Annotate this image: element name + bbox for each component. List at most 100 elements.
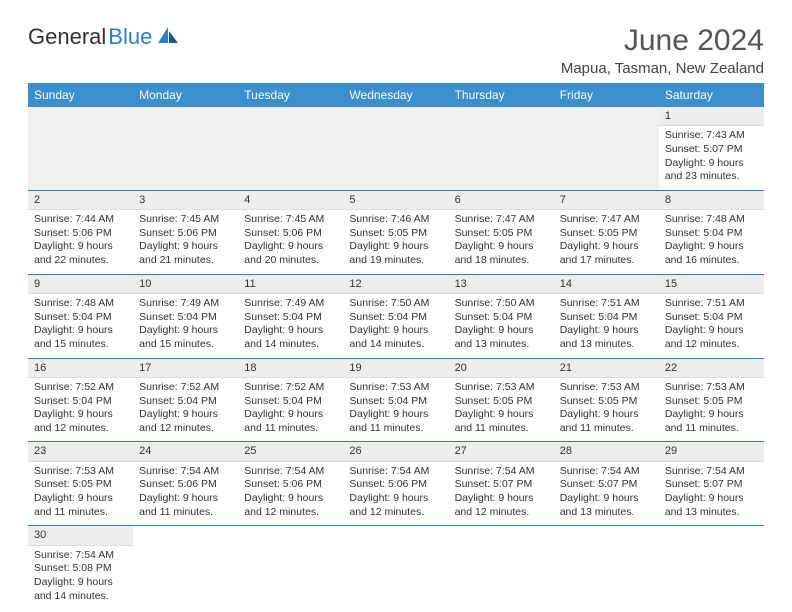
calendar-cell: 11Sunrise: 7:49 AMSunset: 5:04 PMDayligh… <box>238 274 343 358</box>
sunrise-text: Sunrise: 7:52 AM <box>34 381 127 395</box>
daylight-text: Daylight: 9 hours and 12 minutes. <box>34 408 127 435</box>
sunset-text: Sunset: 5:07 PM <box>665 478 758 492</box>
calendar-cell: 25Sunrise: 7:54 AMSunset: 5:06 PMDayligh… <box>238 442 343 526</box>
day-details: Sunrise: 7:44 AMSunset: 5:06 PMDaylight:… <box>28 210 133 274</box>
calendar-cell: 1Sunrise: 7:43 AMSunset: 5:07 PMDaylight… <box>659 107 764 190</box>
sunrise-text: Sunrise: 7:54 AM <box>244 465 337 479</box>
sunrise-text: Sunrise: 7:49 AM <box>244 297 337 311</box>
day-header: Tuesday <box>238 83 343 107</box>
calendar-cell: 8Sunrise: 7:48 AMSunset: 5:04 PMDaylight… <box>659 190 764 274</box>
daylight-text: Daylight: 9 hours and 11 minutes. <box>349 408 442 435</box>
sunrise-text: Sunrise: 7:47 AM <box>560 213 653 227</box>
sunset-text: Sunset: 5:05 PM <box>560 227 653 241</box>
calendar-week: 2Sunrise: 7:44 AMSunset: 5:06 PMDaylight… <box>28 190 764 274</box>
daylight-text: Daylight: 9 hours and 19 minutes. <box>349 240 442 267</box>
sunset-text: Sunset: 5:05 PM <box>455 227 548 241</box>
sunset-text: Sunset: 5:04 PM <box>244 311 337 325</box>
title-block: June 2024 Mapua, Tasman, New Zealand <box>561 24 764 77</box>
calendar-cell: 19Sunrise: 7:53 AMSunset: 5:04 PMDayligh… <box>343 358 448 442</box>
calendar-cell <box>554 526 659 609</box>
day-details: Sunrise: 7:48 AMSunset: 5:04 PMDaylight:… <box>28 294 133 358</box>
empty-cell <box>554 107 659 125</box>
calendar-cell <box>238 107 343 190</box>
day-number: 9 <box>28 275 133 294</box>
sunset-text: Sunset: 5:07 PM <box>560 478 653 492</box>
sunrise-text: Sunrise: 7:45 AM <box>244 213 337 227</box>
calendar-cell: 29Sunrise: 7:54 AMSunset: 5:07 PMDayligh… <box>659 442 764 526</box>
daylight-text: Daylight: 9 hours and 11 minutes. <box>560 408 653 435</box>
calendar-cell: 12Sunrise: 7:50 AMSunset: 5:04 PMDayligh… <box>343 274 448 358</box>
sunrise-text: Sunrise: 7:54 AM <box>560 465 653 479</box>
sunrise-text: Sunrise: 7:52 AM <box>139 381 232 395</box>
sunset-text: Sunset: 5:04 PM <box>139 395 232 409</box>
month-title: June 2024 <box>561 24 764 58</box>
day-details: Sunrise: 7:52 AMSunset: 5:04 PMDaylight:… <box>238 378 343 442</box>
day-details: Sunrise: 7:52 AMSunset: 5:04 PMDaylight:… <box>133 378 238 442</box>
day-details: Sunrise: 7:47 AMSunset: 5:05 PMDaylight:… <box>449 210 554 274</box>
sunrise-text: Sunrise: 7:53 AM <box>34 465 127 479</box>
sunset-text: Sunset: 5:04 PM <box>349 395 442 409</box>
day-number: 4 <box>238 191 343 210</box>
calendar-cell <box>343 526 448 609</box>
calendar-cell <box>449 526 554 609</box>
day-number: 5 <box>343 191 448 210</box>
calendar-week: 1Sunrise: 7:43 AMSunset: 5:07 PMDaylight… <box>28 107 764 190</box>
day-number: 23 <box>28 442 133 461</box>
calendar-cell: 21Sunrise: 7:53 AMSunset: 5:05 PMDayligh… <box>554 358 659 442</box>
calendar-week: 30Sunrise: 7:54 AMSunset: 5:08 PMDayligh… <box>28 526 764 609</box>
sunrise-text: Sunrise: 7:50 AM <box>455 297 548 311</box>
day-number: 7 <box>554 191 659 210</box>
sunset-text: Sunset: 5:06 PM <box>139 478 232 492</box>
calendar-cell: 14Sunrise: 7:51 AMSunset: 5:04 PMDayligh… <box>554 274 659 358</box>
calendar-cell <box>28 107 133 190</box>
daylight-text: Daylight: 9 hours and 12 minutes. <box>139 408 232 435</box>
sunrise-text: Sunrise: 7:53 AM <box>560 381 653 395</box>
daylight-text: Daylight: 9 hours and 15 minutes. <box>139 324 232 351</box>
day-details: Sunrise: 7:45 AMSunset: 5:06 PMDaylight:… <box>238 210 343 274</box>
sunset-text: Sunset: 5:04 PM <box>244 395 337 409</box>
day-number: 30 <box>28 526 133 545</box>
calendar-cell: 26Sunrise: 7:54 AMSunset: 5:06 PMDayligh… <box>343 442 448 526</box>
day-details: Sunrise: 7:54 AMSunset: 5:07 PMDaylight:… <box>449 462 554 526</box>
calendar-table: SundayMondayTuesdayWednesdayThursdayFrid… <box>28 83 764 609</box>
daylight-text: Daylight: 9 hours and 18 minutes. <box>455 240 548 267</box>
day-number: 20 <box>449 359 554 378</box>
day-number: 1 <box>659 107 764 126</box>
daylight-text: Daylight: 9 hours and 14 minutes. <box>349 324 442 351</box>
sunrise-text: Sunrise: 7:51 AM <box>560 297 653 311</box>
sunset-text: Sunset: 5:07 PM <box>665 143 758 157</box>
day-details: Sunrise: 7:49 AMSunset: 5:04 PMDaylight:… <box>238 294 343 358</box>
sunset-text: Sunset: 5:04 PM <box>560 311 653 325</box>
day-number: 8 <box>659 191 764 210</box>
calendar-cell: 30Sunrise: 7:54 AMSunset: 5:08 PMDayligh… <box>28 526 133 609</box>
empty-cell <box>343 107 448 125</box>
day-details: Sunrise: 7:47 AMSunset: 5:05 PMDaylight:… <box>554 210 659 274</box>
day-number: 10 <box>133 275 238 294</box>
header: GeneralBlue June 2024 Mapua, Tasman, New… <box>28 24 764 77</box>
sunrise-text: Sunrise: 7:46 AM <box>349 213 442 227</box>
day-details: Sunrise: 7:53 AMSunset: 5:05 PMDaylight:… <box>659 378 764 442</box>
day-number: 17 <box>133 359 238 378</box>
daylight-text: Daylight: 9 hours and 20 minutes. <box>244 240 337 267</box>
calendar-cell: 2Sunrise: 7:44 AMSunset: 5:06 PMDaylight… <box>28 190 133 274</box>
sunset-text: Sunset: 5:06 PM <box>349 478 442 492</box>
sunset-text: Sunset: 5:04 PM <box>139 311 232 325</box>
daylight-text: Daylight: 9 hours and 12 minutes. <box>455 492 548 519</box>
day-number: 6 <box>449 191 554 210</box>
calendar-cell: 22Sunrise: 7:53 AMSunset: 5:05 PMDayligh… <box>659 358 764 442</box>
empty-cell <box>28 107 133 125</box>
calendar-cell: 20Sunrise: 7:53 AMSunset: 5:05 PMDayligh… <box>449 358 554 442</box>
logo-sail-icon <box>156 25 180 45</box>
day-details: Sunrise: 7:52 AMSunset: 5:04 PMDaylight:… <box>28 378 133 442</box>
daylight-text: Daylight: 9 hours and 21 minutes. <box>139 240 232 267</box>
day-number: 19 <box>343 359 448 378</box>
day-details: Sunrise: 7:53 AMSunset: 5:05 PMDaylight:… <box>28 462 133 526</box>
day-number: 27 <box>449 442 554 461</box>
calendar-cell: 27Sunrise: 7:54 AMSunset: 5:07 PMDayligh… <box>449 442 554 526</box>
sunset-text: Sunset: 5:05 PM <box>665 395 758 409</box>
day-header-row: SundayMondayTuesdayWednesdayThursdayFrid… <box>28 83 764 107</box>
sunrise-text: Sunrise: 7:53 AM <box>455 381 548 395</box>
daylight-text: Daylight: 9 hours and 23 minutes. <box>665 157 758 184</box>
sunset-text: Sunset: 5:04 PM <box>34 395 127 409</box>
daylight-text: Daylight: 9 hours and 15 minutes. <box>34 324 127 351</box>
